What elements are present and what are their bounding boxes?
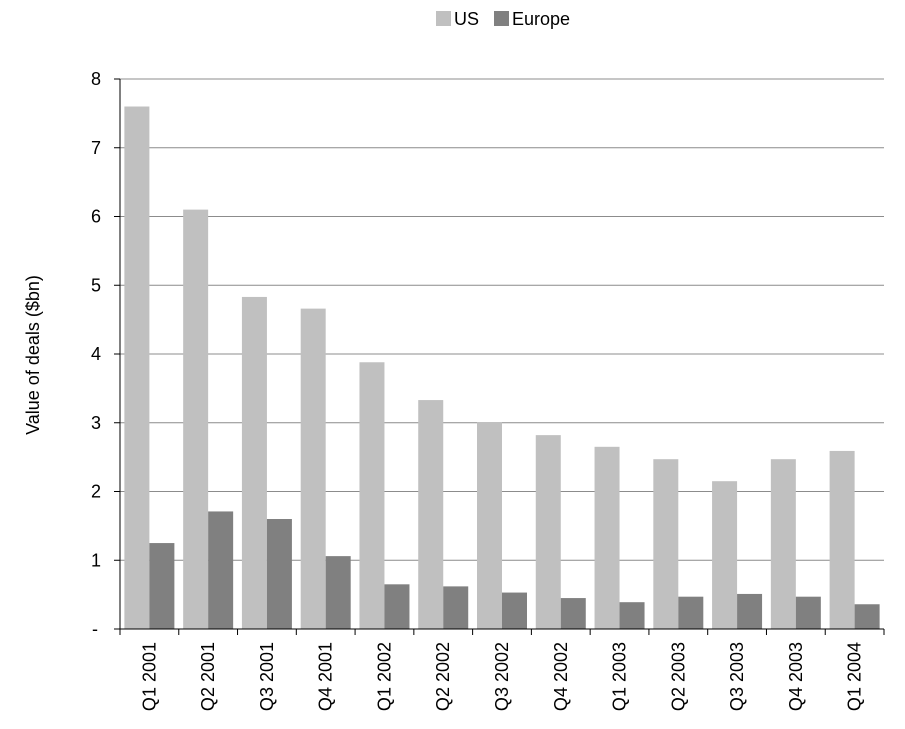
bar-europe-q4-2002 [560, 598, 586, 629]
bar-us-q4-2001 [300, 308, 326, 629]
x-tick-label: Q1 2002 [374, 642, 394, 711]
y-tick-label: 7 [91, 138, 101, 158]
y-tick-labels: - 1 2 3 4 5 6 7 8 [91, 69, 101, 639]
legend-swatch-us [436, 11, 451, 26]
bar-us-q2-2002 [418, 400, 444, 629]
y-tick-label: 5 [91, 275, 101, 295]
x-tick-label: Q4 2001 [316, 642, 336, 711]
bar-europe-q1-2002 [384, 584, 410, 629]
bar-us-q1-2001 [124, 106, 150, 629]
y-tick-label: 2 [91, 482, 101, 502]
bar-europe-q3-2003 [737, 593, 763, 629]
bar-us-q1-2002 [359, 362, 385, 629]
bar-europe-q4-2003 [795, 596, 821, 629]
x-tick-label: Q3 2001 [257, 642, 277, 711]
x-tick-label: Q1 2003 [610, 642, 630, 711]
y-axis-title: Value of deals ($bn) [23, 275, 43, 435]
bar-europe-q2-2001 [208, 511, 234, 629]
bars [124, 106, 880, 629]
bar-europe-q2-2002 [443, 586, 469, 629]
bar-us-q3-2002 [477, 422, 502, 629]
x-tick-label: Q4 2002 [551, 642, 571, 711]
legend-label-us: US [454, 9, 479, 29]
bar-us-q3-2003 [712, 481, 738, 629]
legend-swatch-europe [494, 11, 509, 26]
bar-europe-q2-2003 [678, 596, 704, 629]
y-tick-label: - [92, 619, 98, 639]
y-tick-label: 4 [91, 344, 101, 364]
x-tick-label: Q2 2001 [198, 642, 218, 711]
legend: US Europe [436, 9, 570, 29]
bar-us-q1-2003 [594, 446, 620, 629]
bar-us-q4-2002 [535, 435, 561, 629]
bar-us-q2-2001 [183, 209, 209, 629]
bar-us-q4-2003 [770, 459, 796, 629]
y-tick-label: 8 [91, 69, 101, 89]
x-tick-label: Q3 2002 [492, 642, 512, 711]
x-tick-label: Q3 2003 [727, 642, 747, 711]
x-tick-labels: Q1 2001 Q2 2001 Q3 2001 Q4 2001 Q1 2002 Q2 20… [139, 642, 864, 711]
x-tick-label: Q4 2003 [786, 642, 806, 711]
x-tick-label: Q2 2003 [668, 642, 688, 711]
y-tick-label: 3 [91, 413, 101, 433]
bar-europe-q1-2001 [149, 543, 175, 629]
y-tick-label: 1 [91, 550, 101, 570]
bar-europe-q1-2004 [854, 604, 880, 629]
x-tick-label: Q1 2004 [845, 642, 865, 711]
bar-europe-q4-2001 [325, 556, 351, 629]
bar-europe-q3-2002 [502, 592, 527, 629]
bar-us-q3-2001 [241, 296, 267, 629]
bar-europe-q3-2001 [266, 519, 292, 629]
x-tick-label: Q2 2002 [433, 642, 453, 711]
bar-europe-q1-2003 [619, 602, 645, 629]
x-tick-label: Q1 2001 [139, 642, 159, 711]
axes [114, 78, 885, 635]
bar-us-q1-2004 [829, 450, 855, 629]
bar-us-q2-2003 [653, 459, 679, 629]
y-tick-label: 6 [91, 207, 101, 227]
legend-label-europe: Europe [512, 9, 570, 29]
